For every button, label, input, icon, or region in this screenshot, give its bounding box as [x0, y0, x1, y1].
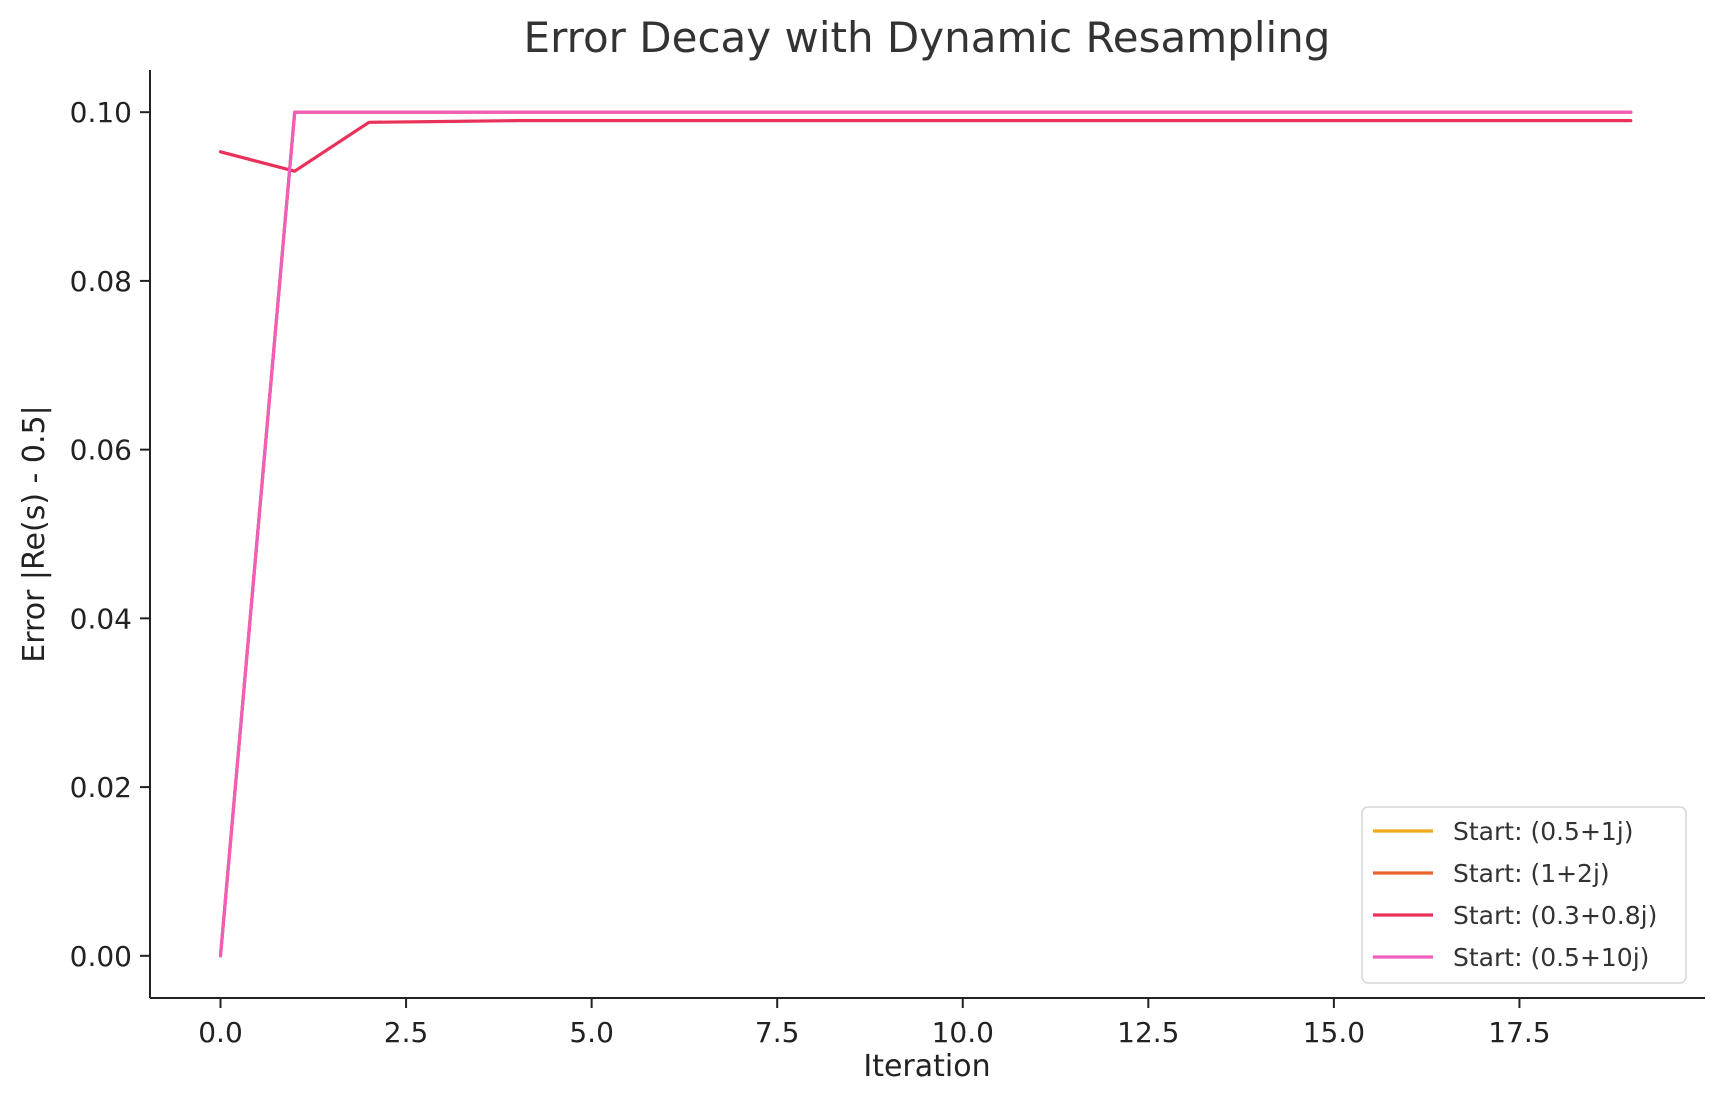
- x-tick-label: 0.0: [198, 1016, 243, 1049]
- series-layer: [218, 110, 1633, 958]
- legend-label: Start: (0.5+1j): [1453, 817, 1634, 846]
- y-tick-label: 0.00: [70, 940, 132, 973]
- y-tick-label: 0.04: [70, 602, 132, 635]
- legend: Start: (0.5+1j) Start: (1+2j) Start: (0.3+…: [1361, 806, 1687, 984]
- x-tick-label: 10.0: [932, 1016, 994, 1049]
- x-tick-label: 15.0: [1303, 1016, 1365, 1049]
- chart-title: Error Decay with Dynamic Resampling: [524, 13, 1331, 62]
- y-ticks: 0.00 0.02 0.04 0.06 0.08 0.10: [70, 96, 150, 973]
- legend-label: Start: (0.3+0.8j): [1453, 901, 1657, 930]
- x-tick-label: 5.0: [569, 1016, 614, 1049]
- legend-label: Start: (1+2j): [1453, 859, 1610, 888]
- x-ticks: 0.0 2.5 5.0 7.5 10.0 12.5 15.0 17.5: [198, 998, 1551, 1049]
- y-tick-label: 0.02: [70, 771, 132, 804]
- x-tick-label: 7.5: [755, 1016, 800, 1049]
- y-axis-label: Error |Re(s) - 0.5|: [17, 405, 52, 662]
- x-tick-label: 12.5: [1117, 1016, 1179, 1049]
- series-line-3: [218, 118, 1633, 173]
- x-tick-label: 2.5: [384, 1016, 429, 1049]
- x-tick-label: 17.5: [1488, 1016, 1550, 1049]
- y-tick-label: 0.08: [70, 265, 132, 298]
- y-tick-label: 0.06: [70, 434, 132, 467]
- series-line-4: [218, 110, 1633, 958]
- y-tick-label: 0.10: [70, 96, 132, 129]
- x-axis-label: Iteration: [863, 1049, 990, 1084]
- legend-label: Start: (0.5+10j): [1453, 943, 1649, 972]
- legend-box: [1361, 806, 1687, 984]
